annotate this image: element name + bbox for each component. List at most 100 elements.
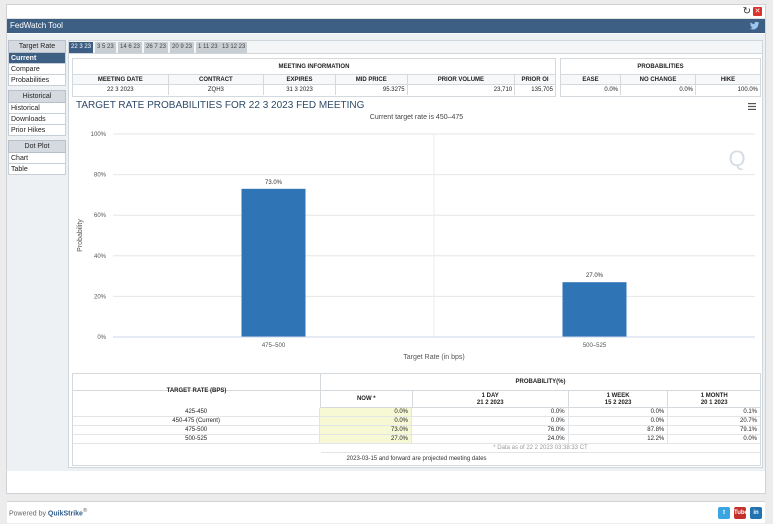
probability-table-row: 450-475 (Current) 0.0% 0.0% 0.0% 20.7% xyxy=(73,417,760,426)
probability-bar-chart: 0% 20% 40% 60% 80% 100% 73.0% 475–500 27.0% 500–5… xyxy=(77,132,755,361)
meeting-tab[interactable]: 20 9 23 xyxy=(170,42,195,53)
meeting-info-value: 95.3275 xyxy=(336,85,408,95)
meeting-info-header: PRIOR VOLUME xyxy=(408,75,516,84)
probabilities-value: 0.0% xyxy=(621,85,696,95)
probability-cell: 0.0% xyxy=(412,417,569,425)
projected-dates-note: 2023-03-15 and forward are projected mee… xyxy=(346,456,487,462)
bar-475–500[interactable] xyxy=(241,188,306,337)
probability-cell: 0.0% xyxy=(743,436,757,442)
app-frame: ↻ ✕ FedWatch Tool Target Rate Current Comp… xyxy=(6,4,766,523)
sidebar: Target Rate Current Compare Probabilities Hi… xyxy=(8,40,66,175)
y-axis-title: Probability xyxy=(77,219,84,252)
sidebar-item-historical[interactable]: Historical xyxy=(8,103,66,114)
sidebar-item-compare[interactable]: Compare xyxy=(8,64,66,75)
bar-500–525[interactable] xyxy=(562,282,627,337)
column-date: 15 2 2023 xyxy=(604,400,632,406)
y-tick-label: 0% xyxy=(97,335,106,341)
powered-by: Powered by QuikStrike® xyxy=(9,508,87,517)
probability-table-group-header: TARGET RATE (BPS) PROBABILITY(%) xyxy=(73,374,760,408)
meeting-information-panel: MEETING INFORMATION MEETING DATE CONTRACT… xyxy=(72,58,556,97)
meeting-tab[interactable]: 14 6 23 xyxy=(118,42,143,53)
powered-by-label: Powered by xyxy=(9,510,46,518)
probabilities-header: EASE xyxy=(561,75,621,84)
target-rate-cell: 425-450 xyxy=(73,408,321,416)
probability-table-row: 475-500 73.0% 76.0% 87.8% 79.1% xyxy=(73,426,760,435)
probability-column-header: 1 WEEK 15 2 2023 xyxy=(569,391,669,407)
probability-cell: 0.0% xyxy=(412,408,569,416)
twitter-share-icon[interactable]: t xyxy=(718,507,730,519)
column-label: 1 DAY xyxy=(481,393,499,399)
meeting-info-header: CONTRACT xyxy=(169,75,265,84)
probability-group-header: PROBABILITY(%) xyxy=(515,379,566,385)
sidebar-heading[interactable]: Target Rate xyxy=(8,40,66,53)
probability-cell: 20.7% xyxy=(739,418,757,424)
sidebar-item-prior-hikes[interactable]: Prior Hikes xyxy=(8,125,66,136)
meeting-information-headers: MEETING DATE CONTRACT EXPIRES MID PRICE PRIO… xyxy=(73,75,555,85)
meeting-info-value: 31 3 2023 xyxy=(264,85,336,95)
column-label: NOW * xyxy=(356,396,376,402)
meeting-tab[interactable]: 1 11 23 xyxy=(196,42,220,53)
probability-cell: 76.0% xyxy=(412,426,569,434)
meeting-tabs: 22 3 23 3 5 23 14 6 23 26 7 23 20 9 23 1 11 2… xyxy=(69,41,762,54)
probabilities-headers: EASE NO CHANGE HIKE xyxy=(561,75,760,85)
x-tick-label: 500–525 xyxy=(583,343,607,349)
hamburger-menu-icon[interactable] xyxy=(748,103,756,110)
y-tick-label: 80% xyxy=(94,173,107,179)
probability-table-row: 500-525 27.0% 24.0% 12.2% 0.0% xyxy=(73,435,760,444)
y-tick-label: 60% xyxy=(94,213,107,219)
sidebar-item-chart[interactable]: Chart xyxy=(8,153,66,164)
probability-cell: 0.0% xyxy=(320,417,412,425)
sidebar-heading[interactable]: Dot Plot xyxy=(8,140,66,153)
close-icon[interactable]: ✕ xyxy=(753,7,762,16)
y-tick-label: 100% xyxy=(91,132,107,138)
probability-table-row: 425-450 0.0% 0.0% 0.0% 0.1% xyxy=(73,408,760,417)
meeting-information-title: MEETING INFORMATION xyxy=(73,59,555,75)
sidebar-heading[interactable]: Historical xyxy=(8,90,66,103)
youtube-icon[interactable]: Tube xyxy=(734,507,748,519)
sidebar-item-current[interactable]: Current xyxy=(8,53,66,64)
column-label: 1 MONTH xyxy=(700,393,728,399)
main-panel: 22 3 23 3 5 23 14 6 23 26 7 23 20 9 23 1 11 2… xyxy=(68,40,763,468)
meeting-information-values: 22 3 2023 ZQH3 31 3 2023 95.3275 23,710 135,7… xyxy=(73,85,555,95)
quikstrike-link[interactable]: QuikStrike xyxy=(47,510,83,518)
refresh-icon[interactable]: ↻ xyxy=(742,6,751,17)
meeting-info-header: PRIOR OI xyxy=(521,77,549,83)
target-rate-header: TARGET RATE (BPS) xyxy=(73,374,321,408)
meeting-info-value: 22 3 2023 xyxy=(73,85,169,95)
probability-cell: 87.8% xyxy=(569,426,669,434)
probability-column-header: 1 DAY 21 2 2023 xyxy=(413,391,569,407)
x-axis-title: Target Rate (in bps) xyxy=(403,354,464,361)
probability-cell: 73.0% xyxy=(320,426,412,434)
sidebar-item-probabilities[interactable]: Probabilities xyxy=(8,75,66,86)
sidebar-item-table[interactable]: Table xyxy=(8,164,66,175)
meeting-info-header: EXPIRES xyxy=(264,75,336,84)
meeting-info-header: MID PRICE xyxy=(336,75,408,84)
target-rate-cell: 500-525 xyxy=(73,435,321,443)
probability-cell: 0.0% xyxy=(569,417,669,425)
meeting-tab[interactable]: 26 7 23 xyxy=(144,42,169,53)
probability-cell: 24.0% xyxy=(412,435,569,443)
meeting-tab[interactable]: 13 12 23 xyxy=(220,42,248,53)
meeting-tab[interactable]: 22 3 23 xyxy=(69,42,94,53)
probability-cell: 0.1% xyxy=(743,409,757,415)
probabilities-value: 100.0% xyxy=(737,87,758,93)
probabilities-header: HIKE xyxy=(720,77,736,83)
registered-mark: ® xyxy=(82,508,88,514)
probability-cell: 0.0% xyxy=(320,408,412,416)
content-area: Target Rate Current Compare Probabilities Hi… xyxy=(7,34,765,523)
bar-value-label: 73.0% xyxy=(265,180,283,186)
meeting-info-header: MEETING DATE xyxy=(73,75,169,84)
probability-column-header: 1 MONTH 20 1 2023 xyxy=(668,391,760,407)
twitter-icon[interactable] xyxy=(749,20,760,31)
meeting-tab[interactable]: 3 5 23 xyxy=(95,42,116,53)
column-label: 1 WEEK xyxy=(606,393,630,399)
probability-cell: 27.0% xyxy=(320,435,412,443)
app-title: FedWatch Tool xyxy=(10,21,63,30)
probabilities-header: NO CHANGE xyxy=(621,75,696,84)
sidebar-item-downloads[interactable]: Downloads xyxy=(8,114,66,125)
meeting-info-value: 135,705 xyxy=(531,87,553,93)
bar-value-label: 27.0% xyxy=(586,273,604,279)
target-rate-cell: 450-475 (Current) xyxy=(73,417,321,425)
linkedin-icon[interactable]: in xyxy=(750,507,762,519)
column-date: 21 2 2023 xyxy=(476,400,504,406)
